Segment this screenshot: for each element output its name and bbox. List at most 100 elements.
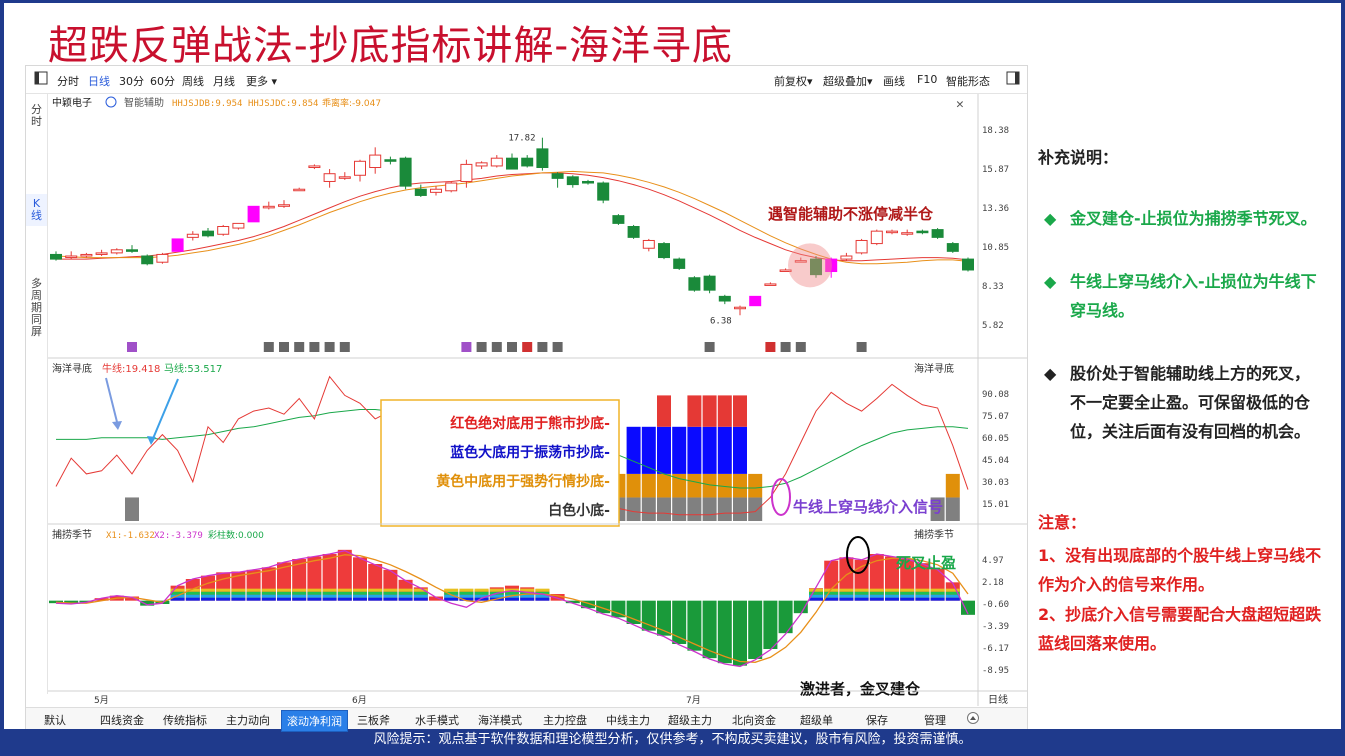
candle-body bbox=[399, 157, 412, 187]
attention-heading: 注意： bbox=[1038, 513, 1087, 532]
period-day[interactable]: 日线 bbox=[88, 75, 110, 88]
smart-pattern-button[interactable]: 智能形态 bbox=[946, 75, 990, 88]
chart-canvas[interactable]: 18.38 15.87 13.36 10.85 8.33 5.82 17.82 6.38 遇智能… bbox=[48, 94, 1027, 706]
attention-item-1: 1、没有出现底部的个股牛线上穿马线不作为介入的信号来作用。 bbox=[1038, 546, 1322, 594]
candle-body bbox=[946, 243, 959, 252]
indicator-tab[interactable]: 四线资金 bbox=[100, 714, 144, 727]
season-color-band bbox=[824, 591, 839, 595]
season-color-band bbox=[809, 588, 823, 592]
left-view-nav: 分时 K线 多周期同屏 bbox=[26, 94, 48, 694]
caizhu-value: 彩柱数:0.000 bbox=[208, 529, 264, 541]
nav-timeshare[interactable]: 分时 bbox=[31, 103, 42, 128]
indicator-tab[interactable]: 超级主力 bbox=[668, 714, 712, 727]
time-axis-label: 6月 bbox=[352, 695, 367, 706]
event-marker bbox=[476, 342, 487, 352]
season-color-band bbox=[535, 588, 550, 592]
indicator-tab[interactable]: 传统指标 bbox=[163, 714, 207, 727]
season-color-band bbox=[261, 588, 276, 592]
season-color-band bbox=[520, 594, 535, 598]
stock-chart-window: 分时 日线 30分 60分 周线 月线 更多 ▾ 前复权▾ 超级叠加▾ 画线 F… bbox=[25, 65, 1028, 732]
ocean-bar bbox=[748, 497, 763, 521]
indicator-tab[interactable]: 北向资金 bbox=[732, 714, 776, 727]
ocean-bar bbox=[687, 473, 702, 498]
indicator-tab[interactable]: 滚动净利润 bbox=[281, 710, 348, 732]
layout-toggle-icon[interactable] bbox=[34, 71, 48, 88]
indicator-tab[interactable]: 超级单 bbox=[800, 714, 833, 727]
season-color-band bbox=[277, 588, 291, 592]
season-bar bbox=[702, 600, 717, 659]
season-color-band bbox=[231, 591, 246, 595]
event-marker bbox=[309, 342, 320, 352]
season-bar bbox=[49, 600, 63, 604]
ocean-panel: 90.08 75.07 60.05 45.04 30.03 15.01 红色绝对底用于熊市抄… bbox=[55, 375, 1009, 527]
ocean-axis-label: 90.08 bbox=[982, 390, 1009, 400]
season-color-band bbox=[398, 597, 413, 601]
period-week[interactable]: 周线 bbox=[182, 75, 204, 88]
season-color-band bbox=[915, 588, 930, 592]
event-marker bbox=[324, 342, 335, 352]
event-marker bbox=[780, 342, 791, 352]
signal-highlight bbox=[788, 243, 832, 288]
nav-multi-period[interactable]: 多周期同屏 bbox=[31, 277, 42, 338]
event-marker bbox=[704, 342, 715, 352]
price-axis-label: 15.87 bbox=[982, 165, 1009, 175]
indicator-tab[interactable]: 主力动向 bbox=[226, 714, 270, 727]
panel-toggle-icon[interactable] bbox=[1006, 71, 1020, 88]
indicator-tab[interactable]: 三板斧 bbox=[357, 714, 390, 727]
period-more[interactable]: 更多 ▾ bbox=[246, 75, 278, 88]
season-bar bbox=[565, 600, 580, 604]
indicator-tab[interactable]: 管理 bbox=[924, 714, 946, 727]
candle-body bbox=[627, 226, 640, 238]
indicator-tab[interactable]: 默认 bbox=[44, 714, 66, 727]
scroll-up-icon[interactable] bbox=[967, 712, 979, 727]
ocean-bar bbox=[641, 497, 656, 521]
ocean-bar bbox=[717, 497, 732, 521]
indicator-hhjsjdc: HHJSJDC:9.854 bbox=[248, 99, 318, 109]
ocean-name: 海洋寻底 bbox=[52, 362, 92, 375]
season-color-band bbox=[383, 588, 398, 592]
candle-body bbox=[582, 180, 594, 184]
price-axis-label: 13.36 bbox=[982, 204, 1009, 214]
season-color-band bbox=[945, 591, 960, 595]
season-color-band bbox=[535, 591, 550, 595]
indicator-tab[interactable]: 主力控盘 bbox=[543, 714, 587, 727]
period-minute[interactable]: 分时 bbox=[57, 75, 79, 88]
season-color-band bbox=[535, 594, 550, 598]
indicator-tab[interactable]: 海洋模式 bbox=[478, 714, 522, 727]
event-marker bbox=[339, 342, 350, 352]
candle-body bbox=[430, 188, 442, 193]
ocean-axis-label: 30.03 bbox=[982, 478, 1009, 488]
season-color-band bbox=[930, 594, 945, 598]
season-color-band bbox=[885, 594, 899, 598]
season-color-band bbox=[854, 594, 869, 598]
nav-kline[interactable]: K线 bbox=[26, 194, 47, 226]
period-30min[interactable]: 30分 bbox=[119, 75, 144, 88]
ocean-bar bbox=[733, 426, 747, 474]
season-color-band bbox=[505, 597, 519, 601]
period-month[interactable]: 月线 bbox=[213, 75, 235, 88]
season-name: 捕捞季节 bbox=[52, 528, 92, 541]
draw-line-button[interactable]: 画线 bbox=[883, 75, 905, 88]
assist-line-2 bbox=[55, 170, 969, 265]
stock-name: 中颖电子 bbox=[52, 96, 92, 109]
season-bar bbox=[429, 596, 443, 601]
price-axis-label: 18.38 bbox=[982, 126, 1009, 136]
indicator-tab[interactable]: 中线主力 bbox=[606, 714, 650, 727]
candle-body bbox=[217, 226, 230, 235]
overlay-menu[interactable]: 超级叠加▾ bbox=[823, 75, 873, 88]
ocean-legend-item: 黄色中底用于强势行情抄底- bbox=[436, 473, 610, 490]
x2-line bbox=[55, 554, 969, 663]
season-bar bbox=[337, 549, 352, 601]
death-cross-annotation: 死叉止盈 bbox=[896, 554, 956, 572]
indicator-tab[interactable]: 水手模式 bbox=[415, 714, 459, 727]
season-color-band bbox=[185, 594, 200, 598]
adjust-menu[interactable]: 前复权▾ bbox=[774, 75, 813, 88]
candle-body bbox=[460, 163, 473, 182]
period-60min[interactable]: 60分 bbox=[150, 75, 175, 88]
slide: 超跌反弹战法-抄底指标讲解-海洋寻底 分时 日线 30分 60分 周线 月线 更… bbox=[4, 3, 1341, 732]
f10-button[interactable]: F10 bbox=[917, 73, 938, 86]
indicator-tab[interactable]: 保存 bbox=[866, 714, 888, 727]
timeframe-label: 日线 bbox=[988, 693, 1008, 706]
season-color-band bbox=[201, 597, 215, 601]
season-color-band bbox=[322, 594, 337, 598]
